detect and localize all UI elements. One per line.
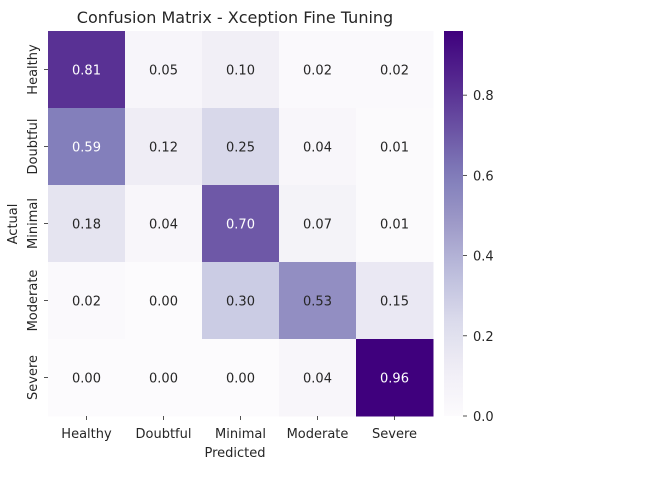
heatmap-cell [279, 262, 357, 340]
x-axis-label: Predicted [204, 446, 265, 461]
cell-value-label: 0.00 [149, 372, 178, 387]
heatmap-cell [356, 262, 434, 340]
cell-value-label: 0.01 [380, 141, 409, 156]
cell-value-label: 0.02 [303, 64, 332, 79]
cell-value-label: 0.81 [72, 64, 101, 79]
heatmap-cell [48, 31, 126, 109]
heatmap-cell [279, 185, 357, 263]
x-tick-labels: Healthy Doubtful Minimal Moderate Severe [61, 416, 417, 442]
cell-value-label: 0.00 [226, 372, 255, 387]
cell-value-label: 0.96 [380, 372, 409, 387]
cell-value-label: 0.04 [303, 372, 332, 387]
x-tick-label: Moderate [287, 427, 349, 442]
colorbar-gradient [444, 31, 463, 416]
heatmap-cell [48, 339, 126, 417]
heatmap-cell [356, 339, 434, 417]
heatmap-cell [279, 31, 357, 109]
cell-value-label: 0.30 [226, 295, 255, 310]
heatmap-cell [48, 108, 126, 186]
x-tick-label: Healthy [61, 427, 112, 442]
cell-value-label: 0.04 [149, 218, 178, 233]
cell-value-label: 0.59 [72, 141, 101, 156]
cell-value-label: 0.00 [72, 372, 101, 387]
heatmap-cell [125, 108, 203, 186]
heatmap-cell [48, 185, 126, 263]
y-tick-label: Moderate [26, 270, 41, 332]
colorbar-tick-label: 0.2 [473, 330, 494, 345]
cell-value-label: 0.25 [226, 141, 255, 156]
colorbar-tick-label: 0.4 [473, 250, 494, 265]
cell-value-label: 0.01 [380, 218, 409, 233]
heatmap-cell [356, 108, 434, 186]
cell-value-label: 0.18 [72, 218, 101, 233]
y-axis-label: Actual [6, 204, 21, 245]
cell-value-label: 0.10 [226, 64, 255, 79]
heatmap-cell [202, 262, 280, 340]
heatmap-cell [202, 185, 280, 263]
y-tick-label: Doubtful [26, 119, 41, 175]
chart-title: Confusion Matrix - Xception Fine Tuning [77, 8, 393, 27]
y-tick-label: Healthy [26, 44, 41, 95]
cell-value-label: 0.04 [303, 141, 332, 156]
y-tick-label: Severe [26, 355, 41, 400]
cell-value-label: 0.12 [149, 141, 178, 156]
heatmap-cell [356, 31, 434, 109]
cell-value-label: 0.00 [149, 295, 178, 310]
x-tick-label: Severe [372, 427, 417, 442]
heatmap-cell [356, 185, 434, 263]
heatmap-cell [125, 31, 203, 109]
heatmap-cell [279, 339, 357, 417]
colorbar: 0.0 0.2 0.4 0.6 0.8 [444, 31, 494, 425]
cell-value-label: 0.02 [380, 64, 409, 79]
cell-value-label: 0.02 [72, 295, 101, 310]
heatmap-cell [125, 339, 203, 417]
heatmap-cell [279, 108, 357, 186]
colorbar-tick-label: 0.6 [473, 169, 494, 184]
cell-value-label: 0.07 [303, 218, 332, 233]
x-tick-label: Doubtful [136, 427, 192, 442]
cell-value-label: 0.70 [226, 218, 255, 233]
cell-value-label: 0.15 [380, 295, 409, 310]
heatmap-cell [202, 108, 280, 186]
heatmap-cell [202, 339, 280, 417]
colorbar-tick-label: 0.0 [473, 410, 494, 425]
heatmap-cells: 0.81 0.05 0.10 0.02 0.02 0.59 0.12 0.25 0.04 0.01… [48, 31, 434, 417]
cell-value-label: 0.53 [303, 295, 332, 310]
heatmap-cell [125, 262, 203, 340]
heatmap-cell [48, 262, 126, 340]
colorbar-tick-label: 0.8 [473, 89, 494, 104]
heatmap-cell [125, 185, 203, 263]
heatmap-cell [202, 31, 280, 109]
cell-value-label: 0.05 [149, 64, 178, 79]
x-tick-label: Minimal [215, 427, 266, 442]
y-tick-labels: Healthy Doubtful Minimal Moderate Severe [26, 44, 48, 400]
y-tick-label: Minimal [26, 198, 41, 249]
